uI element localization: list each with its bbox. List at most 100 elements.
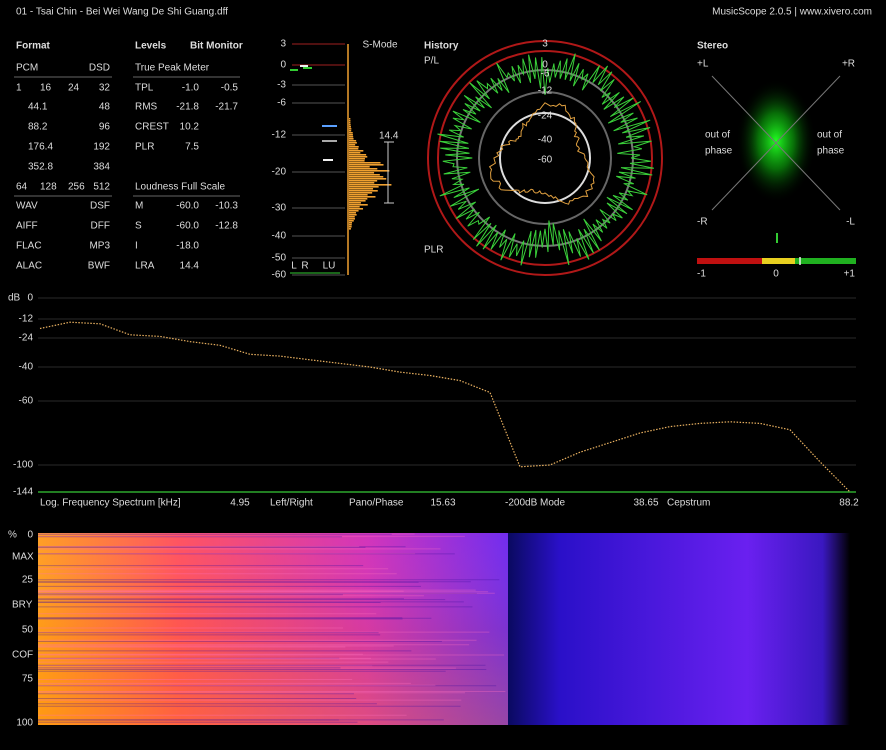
loudness-histogram-bar (349, 220, 354, 222)
correlation-scale: 0 (773, 269, 779, 280)
meter-scale-label: -50 (272, 253, 287, 264)
loudness-histogram-bar (349, 194, 368, 196)
loudness-histogram-bar (349, 182, 375, 184)
format-option: WAV (16, 201, 38, 212)
spectrum-bottom-label: Left/Right (270, 498, 313, 509)
spectrum-bottom-label: Cepstrum (667, 498, 710, 509)
loudness-histogram-bar (349, 148, 359, 150)
loudness-histogram-bar (349, 144, 356, 146)
format-option: DFF (91, 221, 110, 232)
channel-label: R (301, 261, 308, 272)
true-peak-value: -0.5 (221, 83, 239, 94)
spectrogram-y-label: % (8, 530, 17, 541)
stereo-corner: +R (842, 59, 855, 70)
loudness-histogram-bar (349, 214, 357, 216)
spectrum-bottom-label: 88.2 (839, 498, 859, 509)
spectrum-tick-label: -144 (13, 487, 33, 498)
loudness-histogram-bar (349, 156, 368, 158)
true-peak-value: 10.2 (180, 122, 200, 133)
loudness-histogram-bar (349, 218, 355, 220)
format-option: DSD (89, 63, 110, 74)
format-option: 192 (93, 142, 110, 153)
loudness-histogram-bar (349, 130, 352, 132)
loudness-histogram-bar (349, 196, 376, 198)
spectrogram-label: 25 (22, 575, 34, 586)
loudness-histogram-bar (349, 184, 392, 186)
loudness-histogram-bar (349, 118, 351, 120)
format-option: PCM (16, 63, 38, 74)
loudness-value: -10.3 (215, 201, 238, 212)
meter-scale-label: -40 (272, 231, 287, 242)
true-peak-value: PLR (135, 142, 154, 153)
spectrum-bottom-label: 4.95 (230, 498, 250, 509)
history-ring-label: -6 (541, 69, 550, 80)
stereo-axis (711, 75, 841, 211)
spectrum-tick-label: -40 (19, 362, 34, 373)
history-ring (437, 50, 653, 266)
loudness-histogram-bar (349, 212, 357, 214)
spectrum-tick-label: -100 (13, 460, 33, 471)
loudness-histogram-bar (349, 204, 368, 206)
history-pl: P/L (424, 56, 439, 67)
stereo-corner: -L (846, 217, 855, 228)
loudness-histogram-bar (349, 178, 387, 180)
history-ring-label: -24 (538, 111, 553, 122)
loudness-histogram-bar (349, 210, 359, 212)
meter-scale-label: 3 (280, 39, 286, 50)
spectrogram-label: 50 (22, 625, 34, 636)
loudness-histogram-bar (349, 190, 378, 192)
format-option: 256 (68, 182, 85, 193)
spectrogram-label: 100 (16, 718, 33, 729)
loudness-histogram-bar (349, 142, 357, 144)
stereo-corner: +L (697, 59, 709, 70)
loudness-value: -60.0 (176, 201, 199, 212)
spectrogram-label: 0 (27, 530, 33, 541)
spectrogram-label: 75 (22, 674, 34, 685)
spectrum-tick-label: -60 (19, 396, 34, 407)
history-ring (427, 40, 663, 276)
loudness-value: M (135, 201, 143, 212)
loudness-histogram-bar (349, 158, 365, 160)
levels-title: Levels (135, 41, 167, 52)
loudness-histogram-bar (349, 120, 351, 122)
loudness-value: -18.0 (176, 241, 199, 252)
spectrogram-right (508, 533, 850, 725)
history-peak-trace (437, 53, 655, 266)
spectrum-tick-label: -24 (19, 333, 34, 344)
stereo-corner: -R (697, 217, 708, 228)
true-peak-value: -1.0 (182, 83, 200, 94)
loudness-histogram-bar (349, 160, 365, 162)
lra-value: 14.4 (379, 131, 399, 142)
loudness-histogram-bar (349, 206, 360, 208)
true-peak-value: TPL (135, 83, 154, 94)
loudness-value: LRA (135, 261, 155, 272)
loudness-histogram-bar (349, 132, 353, 134)
format-option: 88.2 (28, 122, 48, 133)
spectrum-bottom-label: -200dB Mode (505, 498, 565, 509)
loudness-title: Loudness Full Scale (135, 182, 225, 193)
spectrogram-label: COF (12, 650, 33, 661)
format-option: MP3 (89, 241, 110, 252)
spectrum-curve (39, 321, 851, 493)
format-option: FLAC (16, 241, 42, 252)
format-option: 48 (99, 102, 111, 113)
history-loudness-trace (488, 102, 595, 205)
loudness-histogram-bar (349, 174, 380, 176)
spectrum-tick-label: -12 (19, 314, 34, 325)
format-option: 128 (40, 182, 57, 193)
phase-label: phase (705, 146, 733, 157)
format-option: 16 (40, 83, 52, 94)
loudness-histogram-bar (349, 188, 374, 190)
loudness-histogram-bar (349, 126, 351, 128)
loudness-histogram-bar (349, 152, 361, 154)
loudness-value: 14.4 (180, 261, 200, 272)
format-option: 32 (99, 83, 111, 94)
history-ring-label: -12 (538, 86, 553, 97)
loudness-histogram-bar (349, 124, 351, 126)
history-ring (499, 112, 591, 204)
correlation-bar-yellow (762, 258, 795, 264)
loudness-histogram-bar (349, 122, 351, 124)
loudness-histogram-bar (349, 222, 353, 224)
